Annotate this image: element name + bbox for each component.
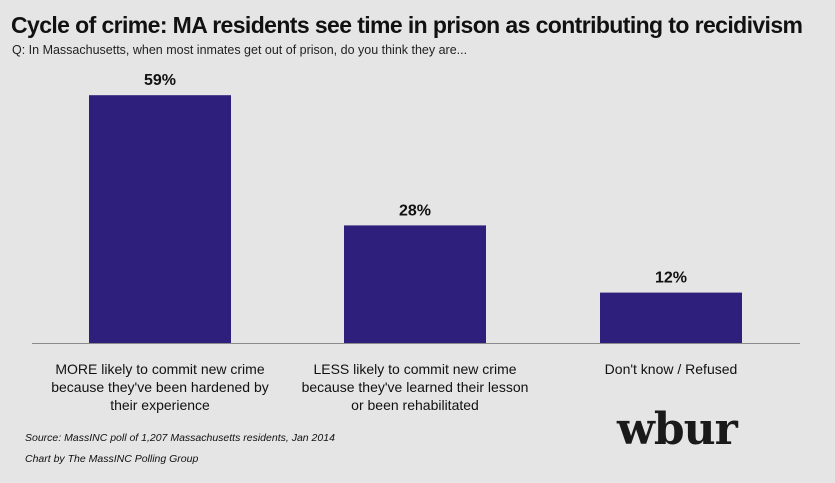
category-label-line: their experience: [110, 397, 210, 413]
bar-value-label-1: 59%: [144, 72, 176, 89]
chart-question: Q: In Massachusetts, when most inmates g…: [12, 43, 468, 57]
bar-value-label-2: 28%: [399, 202, 431, 219]
bar-chart: 59% 28% 12%: [32, 72, 800, 344]
category-label-line: or been rehabilitated: [351, 397, 479, 413]
chart-title: Cycle of crime: MA residents see time in…: [11, 12, 803, 38]
bar-value-label-3: 12%: [655, 270, 687, 287]
credit-note: Chart by The MassINC Polling Group: [25, 453, 199, 465]
source-note: Source: MassINC poll of 1,207 Massachuse…: [25, 432, 335, 444]
category-label-line: because they've learned their lesson: [301, 379, 529, 395]
wbur-logo: wbur: [617, 404, 738, 455]
category-label-line: because they've been hardened by: [51, 379, 269, 395]
bar-2: [344, 225, 486, 343]
category-label-3: Don't know / Refused: [531, 360, 811, 378]
category-label-line: Don't know / Refused: [604, 361, 738, 377]
bar-1: [89, 95, 231, 343]
bar-3: [600, 292, 742, 343]
category-label-line: LESS likely to commit new crime: [313, 361, 517, 377]
category-label-1: MORE likely to commit new crime because t…: [20, 360, 300, 414]
category-label-line: MORE likely to commit new crime: [55, 361, 265, 377]
category-label-2: LESS likely to commit new crime because t…: [275, 360, 555, 414]
